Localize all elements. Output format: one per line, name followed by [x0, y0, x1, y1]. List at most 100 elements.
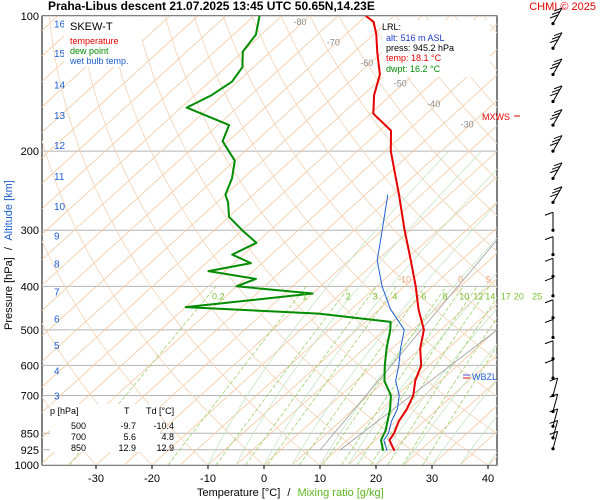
wind-barb-flag	[544, 340, 554, 345]
wbzl-marker: WBZL	[472, 372, 497, 382]
moist-adiabat	[235, 150, 482, 465]
mixing-ratio-label: 10	[459, 291, 469, 301]
dry-adiabat	[309, 16, 497, 252]
isotherm-line	[235, 227, 497, 465]
wind-barb-stem	[552, 85, 563, 102]
dry-adiabat	[106, 16, 433, 465]
dry-adiabat	[338, 16, 497, 217]
isotherm-label-top: -80	[294, 17, 307, 27]
wind-barb-flag	[544, 359, 554, 364]
pressure-tick-label: 850	[21, 428, 39, 440]
dry-adiabat	[48, 16, 321, 465]
wind-barb-flag	[551, 138, 561, 143]
wind-barb-flag	[549, 419, 558, 424]
wind-barb-dot	[551, 99, 555, 104]
mixing-ratio-label: 0.2	[212, 291, 225, 301]
dry-adiabat	[42, 240, 209, 465]
isotherm-line	[42, 16, 143, 108]
moist-adiabat	[207, 150, 450, 465]
wind-barb-flag	[549, 65, 559, 70]
isotherm-line	[95, 99, 497, 465]
mixing-ratio-label: 12	[473, 291, 483, 301]
isotherm-label-top: -30	[461, 120, 474, 130]
isotherm-line	[42, 16, 395, 337]
wind-barb-stem	[552, 408, 559, 427]
dry-adiabat	[571, 16, 600, 465]
table-header-t: T	[124, 406, 130, 416]
isotherm-line	[516, 16, 600, 465]
wind-barb-stem	[552, 135, 563, 152]
moist-adiabat	[263, 168, 497, 465]
wind-barb-dot	[551, 253, 555, 257]
isotherm-line	[207, 201, 497, 465]
lrl-pressure: press: 945.2 hPa	[386, 43, 454, 53]
isotherm-line	[67, 74, 497, 465]
pressure-tick-label: 925	[21, 445, 39, 457]
wind-barb-flag	[549, 430, 558, 435]
isotherm-line	[42, 16, 227, 184]
wind-barb-dot	[551, 46, 555, 50]
isotherm-line	[179, 176, 497, 465]
mixing-ratio-line	[167, 286, 307, 465]
isotherm-line	[42, 16, 283, 235]
wind-barb-stem	[552, 377, 559, 396]
isotherm-line	[123, 125, 497, 465]
wind-barb-flag	[549, 142, 559, 146]
y-axis-label: Pressure [hPa] / Altitude [km]	[3, 180, 15, 330]
isotherm-line	[42, 16, 255, 210]
wind-barb-flag	[553, 85, 563, 90]
altitude-tick-label: 11	[54, 172, 65, 183]
pressure-tick-label: 700	[21, 390, 39, 402]
lrl-temperature: temp: 18.1 °C	[386, 53, 442, 63]
mixing-ratio-line	[402, 316, 497, 465]
altitude-tick-label: 13	[54, 111, 66, 122]
wind-barb-flag	[544, 299, 554, 304]
legend: SKEW-T temperature dew point wet bulb te…	[64, 17, 142, 67]
series-dew-point	[184, 16, 392, 452]
wind-barb-stem	[552, 32, 563, 49]
wind-barb-stem	[552, 186, 563, 203]
wind-barb-dot	[551, 200, 555, 204]
dry-adiabat	[42, 139, 265, 465]
wind-barb-dot	[551, 424, 555, 428]
wind-barb-dot	[551, 228, 555, 232]
data-table: p [hPa] T Td [°C] 500 -9.7 -10.4 700 5.6…	[50, 404, 174, 453]
wind-barb-flag	[551, 88, 561, 93]
pressure-tick-label: 100	[21, 11, 39, 23]
pressure-tick-label: 300	[21, 225, 39, 237]
wind-barb-stem	[552, 431, 559, 449]
altitude-tick-label: 15	[54, 49, 66, 60]
wind-barb-dot	[551, 447, 555, 451]
series-wet-bulb-temp-	[376, 194, 405, 451]
mixing-ratio-label: 14	[485, 291, 495, 301]
isotherm-line	[42, 16, 199, 159]
wind-barb-stem	[552, 393, 559, 412]
temperature-tick-label: -30	[88, 473, 104, 485]
table-row-500-td: -10.4	[153, 421, 174, 431]
wind-barb-flag	[553, 32, 563, 37]
wind-barb-flag	[549, 393, 558, 398]
wind-barb-flag	[549, 39, 559, 44]
temperature-tick-label: 20	[370, 473, 382, 485]
isotherm-label-top: -40	[427, 99, 440, 109]
isotherm-line	[42, 23, 497, 439]
lrl-altitude: alt: 516 m ASL	[386, 33, 445, 43]
moist-adiabat	[403, 343, 497, 465]
moist-adiabat	[375, 308, 497, 465]
wind-barb-flag	[553, 58, 563, 63]
isotherm-line	[375, 354, 497, 465]
wind-barb-dot	[551, 22, 555, 26]
wind-barb-dot	[551, 294, 555, 298]
moist-adiabat	[431, 380, 497, 465]
altitude-tick-label: 4	[54, 367, 60, 378]
mixing-ratio-line	[341, 286, 464, 465]
wind-barb-flag	[549, 92, 559, 97]
wind-barb-flag	[553, 135, 563, 140]
altitude-tick-label: 16	[54, 20, 66, 31]
altitude-tick-label: 5	[54, 341, 60, 352]
mixing-ratio-label: 1	[302, 291, 307, 301]
temperature-tick-label: 0	[261, 473, 267, 485]
wind-barb-dot	[551, 274, 555, 278]
temperature-tick-label: 10	[314, 473, 326, 485]
wind-barb-flag	[544, 319, 554, 323]
